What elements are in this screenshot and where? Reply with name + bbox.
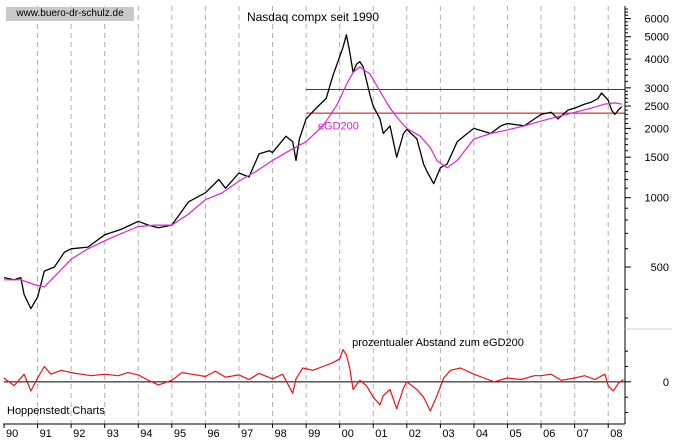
y-tick-label: 3000 [645,83,669,95]
y-tick-label: 500 [651,262,669,274]
x-tick-label: 90 [6,428,18,440]
source-label: www.buero-dr-schulz.de [6,7,134,21]
x-tick-label: 93 [107,428,119,440]
y-tick-label: 1000 [645,193,669,205]
y-tick-label: 2500 [645,101,669,113]
x-tick-label: 00 [342,428,354,440]
egd200-series-line [4,66,622,288]
x-tick-label: 06 [543,428,555,440]
x-tick-label: 97 [241,428,253,440]
x-tick-label: 08 [610,428,622,440]
y-tick-label: 4000 [645,54,669,66]
x-tick-label: 94 [140,428,152,440]
x-tick-label: 02 [409,428,421,440]
price-series-line [3,34,623,310]
oscillator-series-line [3,349,624,412]
footer-label: Hoppenstedt Charts [7,405,105,417]
year-gridlines [37,6,609,424]
x-tick-label: 07 [577,428,589,440]
egd200-annotation: eGD200 [318,120,359,132]
axes: 90 91 92 93 94 95 96 97 98 99 00 01 02 03 04 05 06 07 08 50… [3,6,672,440]
y-tick-label: 1500 [645,152,669,164]
series-layer: eGD200 [3,34,623,310]
chart-title: Nasdaq compx seit 1990 [247,10,379,24]
y-tick-label: 6000 [645,14,669,26]
x-tick-label: 99 [308,428,320,440]
oscillator-layer [3,349,625,412]
osc-y-tick-label: 0 [663,377,669,389]
horizontal-band-lines [306,89,625,114]
y-tick-label: 2000 [645,123,669,135]
x-tick-label: 03 [442,428,454,440]
y-tick-label: 5000 [645,32,669,44]
x-tick-label: 98 [275,428,287,440]
x-tick-label: 96 [207,428,219,440]
oscillator-title: prozentualer Abstand zum eGD200 [352,337,524,349]
x-tick-label: 04 [476,428,488,440]
x-tick-label: 05 [510,428,522,440]
x-tick-label: 92 [73,428,85,440]
x-tick-label: 91 [40,428,52,440]
x-tick-label: 01 [375,428,387,440]
x-tick-label: 95 [174,428,186,440]
